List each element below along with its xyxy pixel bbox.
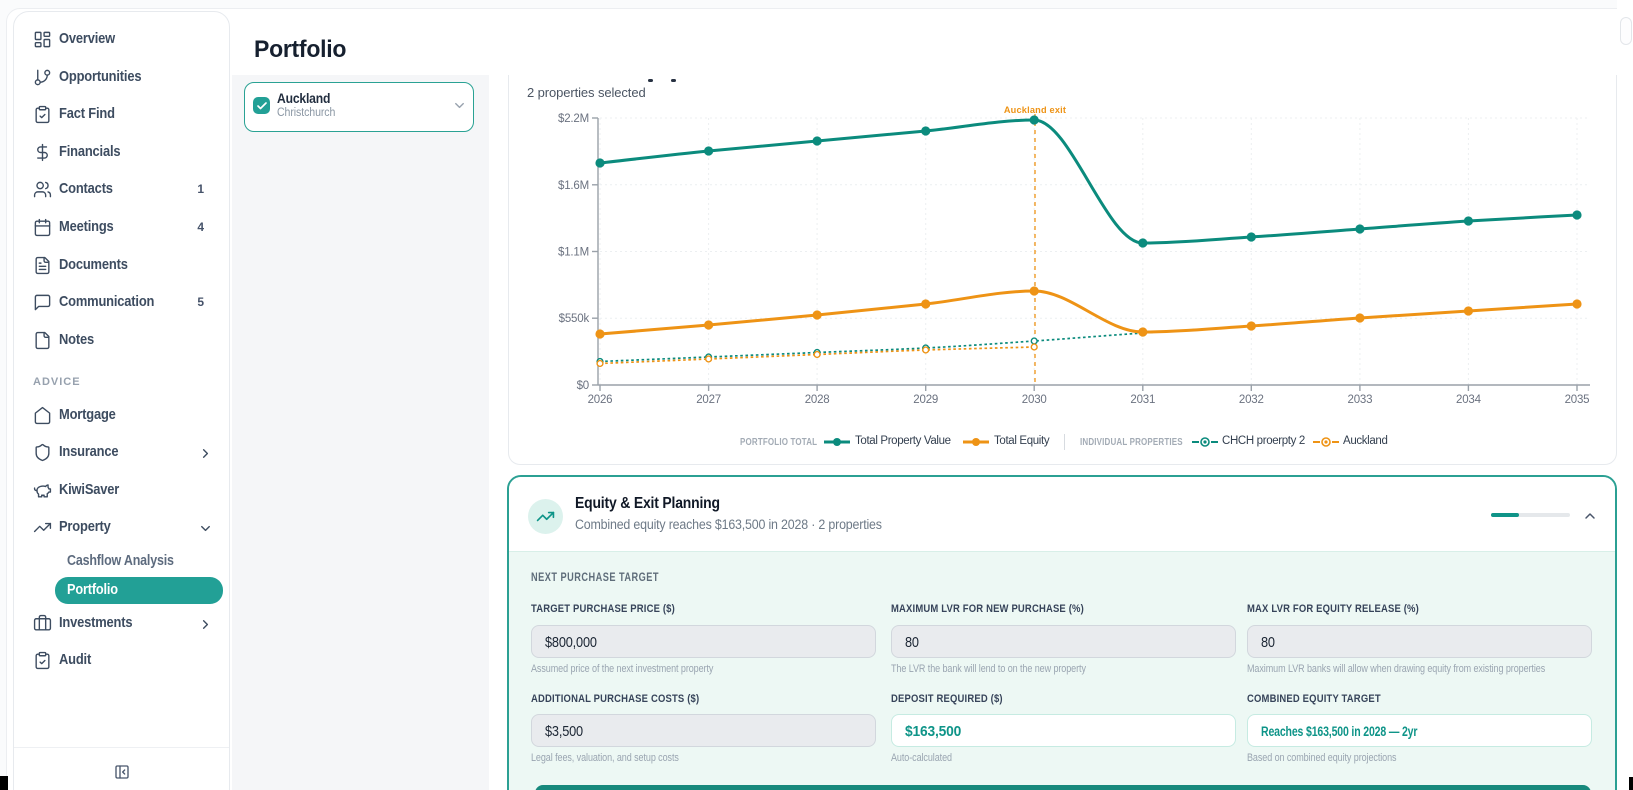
svg-text:2033: 2033 [1348, 394, 1373, 406]
svg-text:$550k: $550k [559, 313, 590, 325]
svg-text:$1.1M: $1.1M [558, 247, 589, 259]
svg-text:2028: 2028 [805, 394, 830, 406]
svg-text:Auckland exit: Auckland exit [1004, 105, 1066, 115]
svg-text:2034: 2034 [1456, 394, 1482, 406]
svg-text:$0: $0 [577, 380, 589, 392]
svg-text:2030: 2030 [1022, 394, 1047, 406]
svg-text:2031: 2031 [1130, 394, 1155, 406]
svg-text:2032: 2032 [1239, 394, 1264, 406]
svg-text:$2.2M: $2.2M [558, 113, 589, 125]
svg-text:2029: 2029 [913, 394, 938, 406]
svg-text:2035: 2035 [1565, 394, 1590, 406]
svg-text:2026: 2026 [588, 394, 613, 406]
svg-text:$1.6M: $1.6M [558, 180, 589, 192]
svg-text:2027: 2027 [696, 394, 721, 406]
